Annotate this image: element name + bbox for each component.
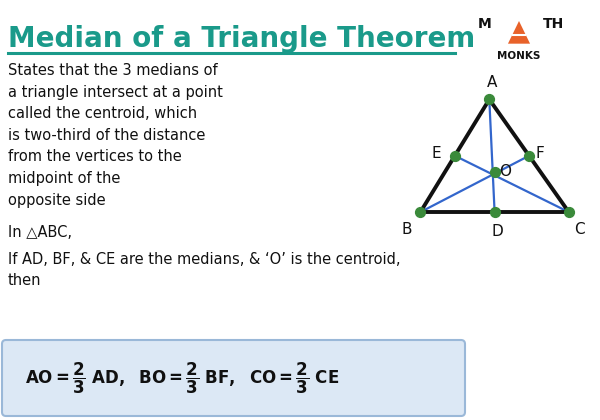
Text: E: E [431, 146, 441, 161]
Text: M: M [478, 16, 491, 31]
Text: D: D [491, 224, 503, 239]
Text: B: B [402, 222, 412, 237]
Point [450, 152, 460, 159]
Text: Median of a Triangle Theorem: Median of a Triangle Theorem [8, 25, 475, 53]
Text: If AD, BF, & CE are the medians, & ‘O’ is the centroid,
then: If AD, BF, & CE are the medians, & ‘O’ i… [8, 252, 401, 288]
Point [490, 209, 499, 215]
Text: O: O [499, 164, 511, 179]
Text: C: C [574, 222, 585, 237]
Point [564, 209, 574, 215]
Text: In △ABC,: In △ABC, [8, 225, 72, 240]
Text: TH: TH [543, 16, 564, 31]
Polygon shape [508, 21, 530, 44]
Text: States that the 3 medians of
a triangle intersect at a point
called the centroid: States that the 3 medians of a triangle … [8, 63, 223, 207]
Text: A: A [487, 75, 497, 90]
FancyBboxPatch shape [2, 340, 465, 416]
Text: $\mathbf{AO = \dfrac{2}{3}\ AD,\ \ BO = \dfrac{2}{3}\ BF,\ \ CO = \dfrac{2}{3}\ : $\mathbf{AO = \dfrac{2}{3}\ AD,\ \ BO = … [25, 360, 339, 396]
Text: F: F [535, 146, 544, 161]
Point [524, 152, 534, 159]
Point [416, 209, 425, 215]
Point [490, 168, 499, 175]
Point [485, 96, 494, 103]
Text: MONKS: MONKS [497, 51, 541, 61]
